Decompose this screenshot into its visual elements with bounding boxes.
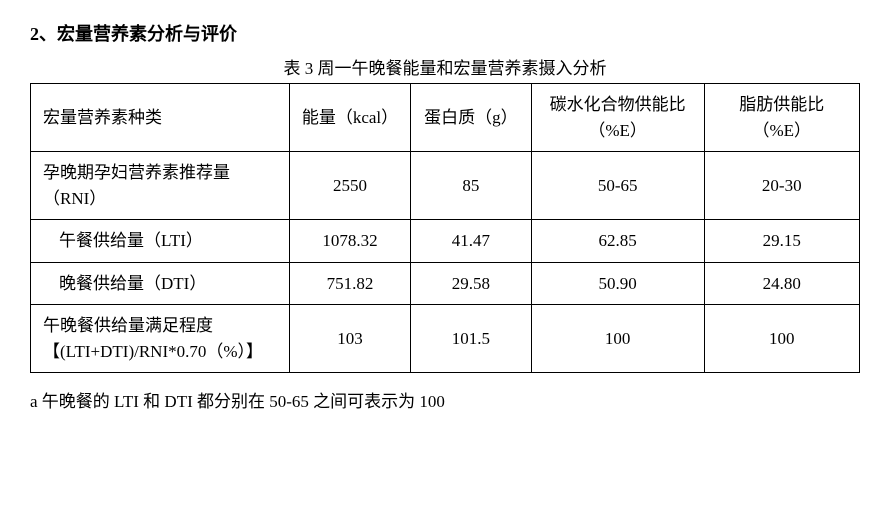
cell-protein: 29.58 <box>410 262 531 305</box>
table-row: 午餐供给量（LTI） 1078.32 41.47 62.85 29.15 <box>31 220 860 263</box>
cell-energy: 1078.32 <box>290 220 411 263</box>
cell-protein: 41.47 <box>410 220 531 263</box>
cell-carb: 50-65 <box>531 152 704 220</box>
cell-carb: 100 <box>531 305 704 373</box>
header-energy: 能量（kcal） <box>290 84 411 152</box>
cell-protein: 101.5 <box>410 305 531 373</box>
macronutrient-table: 宏量营养素种类 能量（kcal） 蛋白质（g） 碳水化合物供能比（%E） 脂肪供… <box>30 83 860 373</box>
cell-protein: 85 <box>410 152 531 220</box>
cell-energy: 2550 <box>290 152 411 220</box>
cell-fat: 24.80 <box>704 262 859 305</box>
table-row: 午晚餐供给量满足程度【(LTI+DTI)/RNI*0.70（%）】 103 10… <box>31 305 860 373</box>
cell-energy: 103 <box>290 305 411 373</box>
section-title: 2、宏量营养素分析与评价 <box>30 20 860 46</box>
row-label: 孕晚期孕妇营养素推荐量（RNI） <box>31 152 290 220</box>
row-label: 午餐供给量（LTI） <box>31 220 290 263</box>
table-row: 晚餐供给量（DTI） 751.82 29.58 50.90 24.80 <box>31 262 860 305</box>
table-row: 孕晚期孕妇营养素推荐量（RNI） 2550 85 50-65 20-30 <box>31 152 860 220</box>
cell-fat: 100 <box>704 305 859 373</box>
header-protein: 蛋白质（g） <box>410 84 531 152</box>
table-caption: 表 3 周一午晚餐能量和宏量营养素摄入分析 <box>30 54 860 79</box>
footnote-a: a 午晚餐的 LTI 和 DTI 都分别在 50-65 之间可表示为 100 <box>30 387 860 412</box>
row-label: 晚餐供给量（DTI） <box>31 262 290 305</box>
cell-fat: 20-30 <box>704 152 859 220</box>
table-header-row: 宏量营养素种类 能量（kcal） 蛋白质（g） 碳水化合物供能比（%E） 脂肪供… <box>31 84 860 152</box>
cell-fat: 29.15 <box>704 220 859 263</box>
header-type: 宏量营养素种类 <box>31 84 290 152</box>
cell-energy: 751.82 <box>290 262 411 305</box>
cell-carb: 62.85 <box>531 220 704 263</box>
header-carb: 碳水化合物供能比（%E） <box>531 84 704 152</box>
header-fat: 脂肪供能比（%E） <box>704 84 859 152</box>
row-label: 午晚餐供给量满足程度【(LTI+DTI)/RNI*0.70（%）】 <box>31 305 290 373</box>
cell-carb: 50.90 <box>531 262 704 305</box>
